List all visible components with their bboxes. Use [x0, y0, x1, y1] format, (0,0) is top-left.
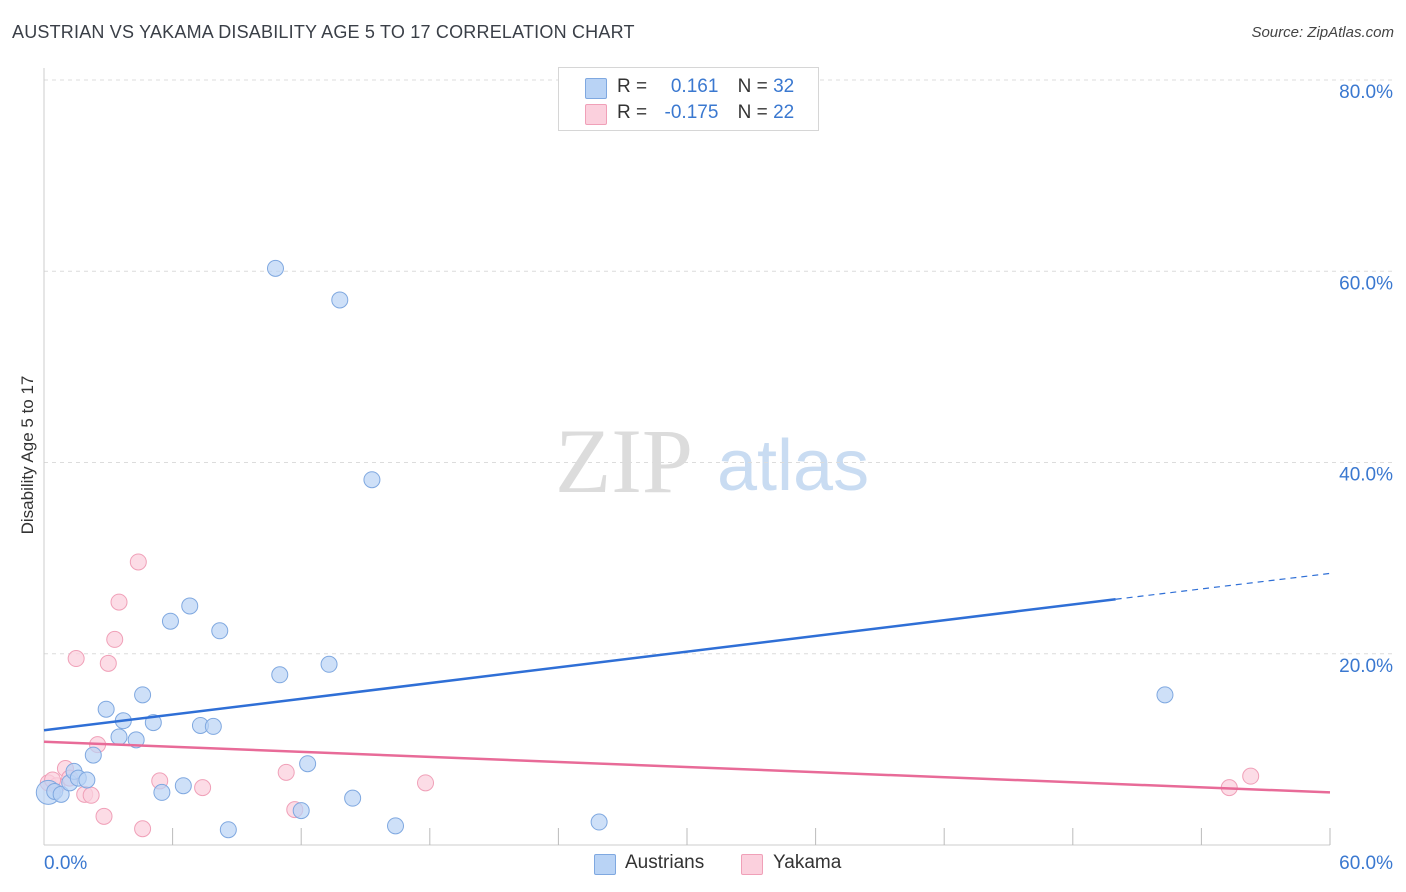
yakama-point — [106, 630, 124, 648]
yakama-point — [99, 654, 117, 672]
source-label: Source: ZipAtlas.com — [1251, 24, 1394, 41]
yakama-point — [417, 774, 435, 792]
yakama-point — [134, 820, 152, 838]
yakama-point — [1242, 767, 1260, 785]
austrians-point — [110, 728, 128, 746]
n-label: N = — [737, 76, 768, 97]
y-tick-label: 20.0% — [1339, 656, 1393, 677]
austrians-point — [52, 785, 70, 803]
x-tick-label-min: 0.0% — [44, 853, 87, 874]
austrians-point — [84, 746, 102, 764]
yakama-point — [82, 786, 100, 804]
yakama-point — [277, 763, 295, 781]
austrians-point — [299, 755, 317, 773]
austrians-point — [387, 817, 405, 835]
austrians-point — [331, 291, 349, 309]
watermark-atlas: atlas — [717, 426, 869, 506]
austrians-point — [219, 821, 237, 839]
yakama-legend-swatch — [741, 854, 763, 875]
austrians-point — [211, 622, 229, 640]
austrians-legend-swatch — [594, 854, 616, 875]
austrians-point — [292, 802, 310, 820]
y-tick-label: 80.0% — [1339, 82, 1393, 103]
yakama-trend-line — [43, 740, 1331, 794]
yakama-point — [194, 779, 212, 797]
legend-item-yakama: Yakama — [773, 852, 842, 873]
r-value: 0.161 — [670, 76, 719, 97]
r-label: R = — [617, 102, 648, 123]
austrians-point — [161, 612, 179, 630]
r-value: -0.175 — [664, 102, 719, 123]
austrians-swatch — [585, 78, 607, 99]
x-tick-label-max: 60.0% — [1339, 853, 1393, 874]
n-label: N = — [737, 102, 768, 123]
austrians-point — [204, 717, 222, 735]
austrians-point — [590, 813, 608, 831]
austrians-point — [78, 771, 96, 789]
austrians-trend-line — [43, 598, 1116, 732]
stats-legend: R = 0.161 N = 32 R = -0.175 N = 22 — [558, 67, 819, 131]
austrians-point — [153, 783, 171, 801]
yakama-point — [95, 807, 113, 825]
y-tick-label: 40.0% — [1339, 465, 1393, 486]
n-value: 22 — [773, 102, 795, 123]
austrians-point — [181, 597, 199, 615]
legend-row-yakama: R = -0.175 N = 22 — [617, 102, 794, 126]
chart-title: AUSTRIAN VS YAKAMA DISABILITY AGE 5 TO 1… — [12, 22, 635, 42]
austrians-point — [266, 259, 284, 277]
yakama-point — [110, 593, 128, 611]
austrians-point — [344, 789, 362, 807]
yakama-swatch — [585, 104, 607, 125]
y-tick-label: 60.0% — [1339, 273, 1393, 294]
yakama-point — [129, 553, 147, 571]
legend-row-austrians: R = 0.161 N = 32 — [617, 76, 794, 100]
austrians-point — [320, 655, 338, 673]
austrians-point — [134, 686, 152, 704]
austrians-point — [174, 777, 192, 795]
austrians-point — [97, 700, 115, 718]
austrians-point — [1156, 686, 1174, 704]
watermark-zip: ZIP — [555, 410, 693, 512]
austrians-point — [271, 666, 289, 684]
r-label: R = — [617, 76, 648, 97]
austrians-point — [127, 731, 145, 749]
legend-item-austrians: Austrians — [625, 852, 705, 873]
yakama-point — [67, 650, 85, 668]
n-value: 32 — [773, 76, 795, 97]
austrians-trend-extension — [1115, 572, 1331, 600]
austrians-point — [363, 471, 381, 489]
